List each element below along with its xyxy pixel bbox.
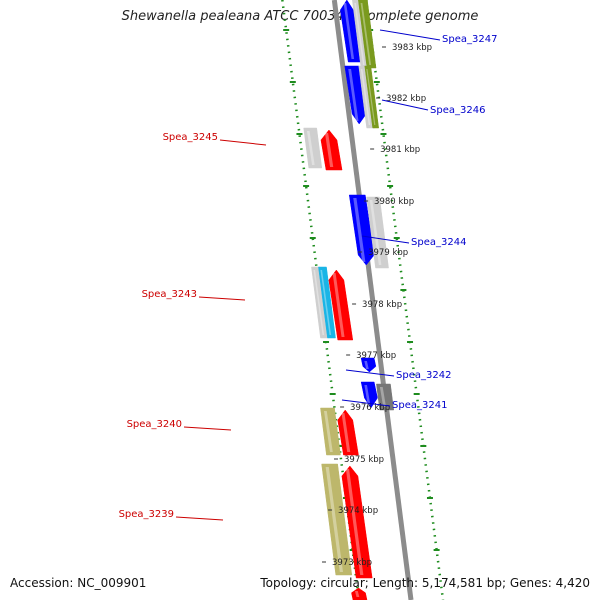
map-title: Shewanella pealeana ATCC 700345, complet… xyxy=(121,9,479,24)
scale-tick-10: 3983 kbp xyxy=(382,43,432,53)
scale-tick-9: 3982 kbp xyxy=(376,94,426,104)
gene-label-text: Spea_3247 xyxy=(442,34,497,45)
gene-features xyxy=(303,0,395,600)
gene-spea-3241-darkgray xyxy=(376,383,395,411)
gene-spea-3244-blue xyxy=(348,194,375,266)
gene-label-text: Spea_3246 xyxy=(430,105,485,116)
scale-tick-label: 3981 kbp xyxy=(380,145,420,155)
scale-tick-0: 3973 kbp xyxy=(322,558,372,568)
gene-label-right-1: Spea_3246 xyxy=(381,99,485,116)
gene-spea-3240-red xyxy=(337,409,359,456)
scale-tick-1: 3974 kbp xyxy=(328,506,378,516)
gene-spea-3243-cyan xyxy=(318,266,336,339)
gene-label-left-3: Spea_3239 xyxy=(119,509,224,521)
scale-tick-4: 3977 kbp xyxy=(346,351,396,361)
gene-spea-3241-blue xyxy=(360,381,378,409)
scale-tick-label: 3974 kbp xyxy=(338,506,378,516)
gene-spea-3245-red xyxy=(320,129,343,171)
gene-red-bottom xyxy=(351,587,368,600)
gene-label-text: Spea_3245 xyxy=(163,132,218,143)
gene-spea-3240-khaki xyxy=(320,407,341,456)
gene-spea-3245-gray xyxy=(303,127,323,169)
scale-tick-label: 3980 kbp xyxy=(374,197,414,207)
accession-label: Accession: NC_009901 xyxy=(10,576,147,590)
gene-spea-3242-blue xyxy=(360,357,377,373)
gene-label-text: Spea_3241 xyxy=(392,400,447,411)
gene-label-left-1: Spea_3243 xyxy=(142,289,246,301)
scale-tick-label: 3975 kbp xyxy=(344,455,384,465)
scale-ticks: 3973 kbp 3974 kbp 3975 kbp 3976 kbp 3977 kbp… xyxy=(322,43,432,568)
genome-backbone xyxy=(331,0,414,600)
gene-spea-3244-gray xyxy=(366,196,389,269)
gene-label-text: Spea_3242 xyxy=(396,370,451,381)
gene-label-right-4: Spea_3241 xyxy=(341,399,447,411)
gene-label-left-0: Spea_3245 xyxy=(163,132,267,146)
topology-label: Topology: circular; Length: 5,174,581 bp… xyxy=(260,576,590,590)
gene-label-text: Spea_3240 xyxy=(127,419,182,430)
scale-tick-label: 3976 kbp xyxy=(350,403,390,413)
gene-blue-top-right xyxy=(340,0,362,63)
scale-tick-label: 3982 kbp xyxy=(386,94,426,104)
gene-label-text: Spea_3243 xyxy=(142,289,197,300)
gene-spea-3239-khaki xyxy=(321,463,353,576)
scale-tick-label: 3983 kbp xyxy=(392,43,432,53)
scale-tick-label: 3973 kbp xyxy=(332,558,372,568)
gene-label-text: Spea_3239 xyxy=(119,509,174,520)
gene-label-text: Spea_3244 xyxy=(411,237,466,248)
gene-label-callouts: Spea_3245 Spea_3243 Spea_3240 Spea_3239 Spea… xyxy=(119,29,497,521)
scale-tick-8: 3981 kbp xyxy=(370,145,420,155)
gene-label-right-3: Spea_3242 xyxy=(345,369,451,381)
scale-tick-label: 3977 kbp xyxy=(356,351,396,361)
gene-label-left-2: Spea_3240 xyxy=(127,419,232,431)
scale-tick-2: 3975 kbp xyxy=(334,455,384,465)
scale-tick-5: 3978 kbp xyxy=(352,300,402,310)
scale-tick-7: 3980 kbp xyxy=(364,197,414,207)
scale-tick-label: 3979 kbp xyxy=(368,248,408,258)
scale-tick-label: 3978 kbp xyxy=(362,300,402,310)
scale-tick-6: 3979 kbp xyxy=(358,248,408,258)
gene-spea-3239-red xyxy=(341,465,373,579)
gene-olive-top-right xyxy=(358,0,377,69)
gene-spea-3246-olive xyxy=(364,65,379,129)
gene-spea-3243-red xyxy=(328,269,354,341)
gene-label-right-2: Spea_3244 xyxy=(361,235,466,248)
gene-label-right-0: Spea_3247 xyxy=(379,29,497,45)
scale-tick-3: 3976 kbp xyxy=(340,403,390,413)
